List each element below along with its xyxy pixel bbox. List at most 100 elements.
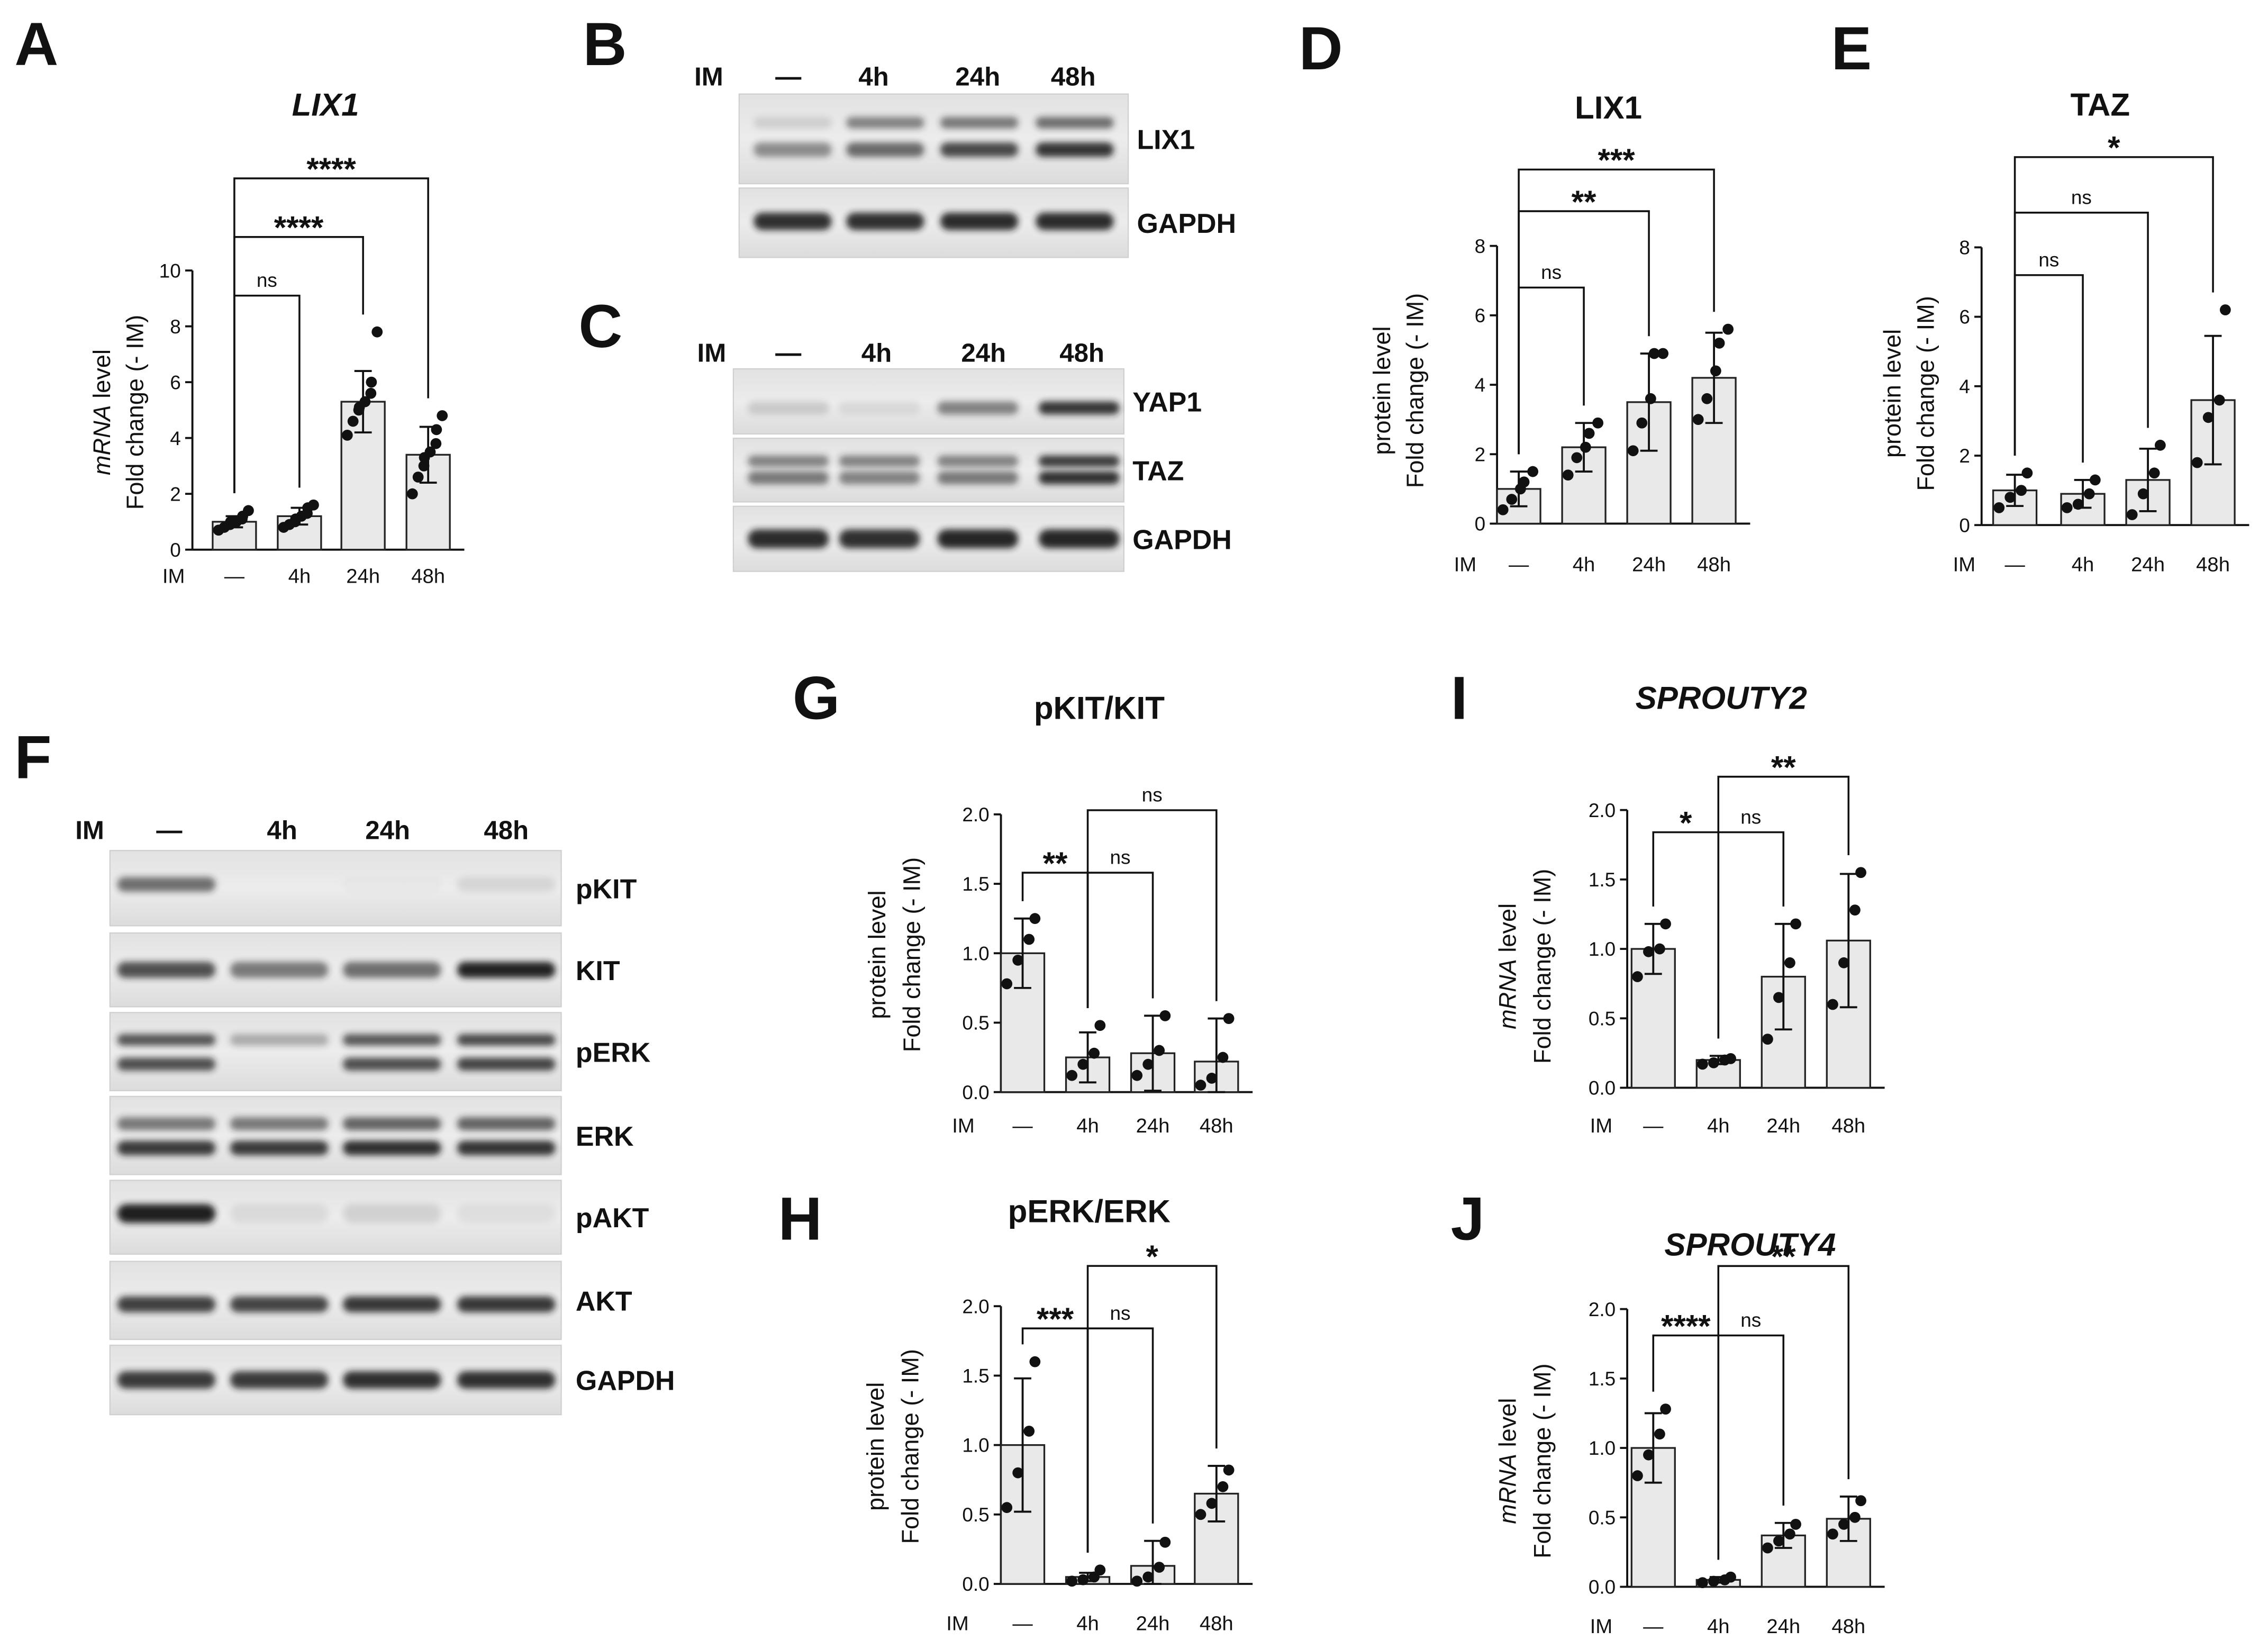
data-point [1710, 365, 1721, 377]
data-point [406, 488, 418, 500]
blot-strip-kit: KIT [109, 932, 620, 1008]
y-tick-label: 2 [170, 483, 181, 505]
blot-band [1038, 401, 1120, 415]
y-tick-label: 0.0 [1589, 1077, 1616, 1099]
x-axis-label: IM [1454, 554, 1477, 576]
blot-band [230, 1034, 329, 1046]
blot-band [117, 1034, 216, 1046]
data-point [1580, 441, 1591, 453]
x-tick-label: 48h [1200, 1612, 1233, 1635]
y-axis-label-segment: Fold change (- IM) [122, 315, 149, 510]
y-tick-label: 0.0 [962, 1573, 989, 1595]
chart-title: LIX1 [292, 87, 359, 123]
data-point [1217, 1481, 1229, 1492]
data-point [1001, 978, 1013, 990]
blot-band [748, 455, 829, 467]
data-point [1645, 393, 1656, 404]
significance-bracket [1086, 1265, 1218, 1553]
data-point [1784, 957, 1795, 968]
blot-band [1038, 471, 1120, 485]
data-point [2148, 467, 2160, 479]
blot-band [846, 116, 924, 129]
data-point [243, 505, 254, 517]
y-tick-label: 0.5 [1589, 1008, 1616, 1029]
data-point [1066, 1070, 1078, 1081]
blot-band [117, 877, 216, 892]
blot-strip-gapdh: GAPDH [732, 505, 1232, 572]
blot-band [754, 212, 832, 230]
data-point [1195, 1080, 1206, 1091]
chart-title: LIX1 [1575, 90, 1642, 125]
data-point [2061, 502, 2073, 513]
blot-band [342, 962, 441, 978]
blot-lane-label: — [156, 816, 183, 845]
blot-band [937, 455, 1019, 467]
y-axis-label-segment: Fold change (- IM) [1529, 1363, 1556, 1558]
data-point [1725, 1571, 1736, 1583]
x-tick-label: 48h [2196, 554, 2230, 576]
blot-band [457, 877, 556, 892]
blot-lane-label: — [775, 62, 802, 91]
data-point [1012, 1467, 1024, 1479]
blot-protein-label: AKT [576, 1286, 632, 1317]
data-point [1849, 904, 1861, 916]
significance-label: *** [1037, 1301, 1074, 1337]
data-point [1571, 452, 1583, 464]
y-axis-label-line-2: Fold change (- IM) [1529, 869, 1556, 1064]
data-point [1195, 1509, 1206, 1520]
significance-label: ** [1043, 846, 1068, 881]
data-point [1077, 1574, 1089, 1585]
data-point [1023, 1425, 1035, 1437]
chart-title: pKIT/KIT [1034, 690, 1165, 726]
data-point [1643, 946, 1654, 957]
blot-band [748, 471, 829, 485]
data-point [1131, 1070, 1143, 1081]
blot-lane-label: 4h [861, 338, 892, 367]
data-point [1708, 1575, 1719, 1587]
blot-band [937, 401, 1019, 415]
data-point [2202, 412, 2214, 423]
data-point [1142, 1058, 1154, 1070]
x-tick-label: 48h [1697, 554, 1731, 576]
blot-band [117, 962, 216, 978]
x-axis-label: IM [1590, 1115, 1613, 1137]
blot-band [230, 962, 329, 978]
blot-band [940, 116, 1019, 129]
data-point [347, 415, 359, 427]
panel-letter: I [1451, 664, 1468, 732]
x-tick-label: — [224, 565, 245, 588]
chart-title: pERK/ERK [1008, 1194, 1171, 1229]
y-tick-label: 8 [1475, 235, 1486, 257]
x-tick-label: 24h [1136, 1612, 1170, 1635]
data-point [1023, 934, 1035, 945]
blot-band [117, 1204, 216, 1223]
data-point [1773, 1535, 1784, 1547]
x-tick-label: 4h [1573, 554, 1595, 576]
data-point [1094, 1564, 1106, 1576]
blot-membrane [109, 1012, 562, 1092]
y-axis-label-line-1: protein level [1879, 329, 1906, 458]
blot-protein-label: YAP1 [1132, 387, 1202, 418]
blot-band [117, 1140, 216, 1155]
y-tick-label: 1.0 [962, 943, 989, 964]
x-tick-label: 4h [2072, 554, 2094, 576]
x-tick-label: 4h [1707, 1615, 1730, 1638]
data-point [2072, 499, 2084, 510]
blot-band [342, 1057, 441, 1071]
data-point [1497, 504, 1509, 515]
blot-band [748, 401, 829, 415]
blot-band [754, 116, 832, 129]
blot-band [940, 212, 1019, 230]
panel-letter: B [583, 11, 627, 78]
significance-label: * [1146, 1239, 1158, 1274]
data-point [1784, 1528, 1795, 1540]
blot-treatment-label: IM [697, 338, 727, 367]
blot-protein-label: LIX1 [1137, 125, 1195, 156]
data-point [1154, 1562, 1165, 1573]
significance-label: ns [1541, 261, 1562, 283]
significance-label: * [1680, 805, 1692, 840]
significance-label: ** [1771, 1239, 1796, 1274]
data-point [424, 446, 436, 458]
y-axis-label-segment: Fold change (- IM) [1912, 296, 1939, 491]
blot-band [937, 471, 1019, 485]
